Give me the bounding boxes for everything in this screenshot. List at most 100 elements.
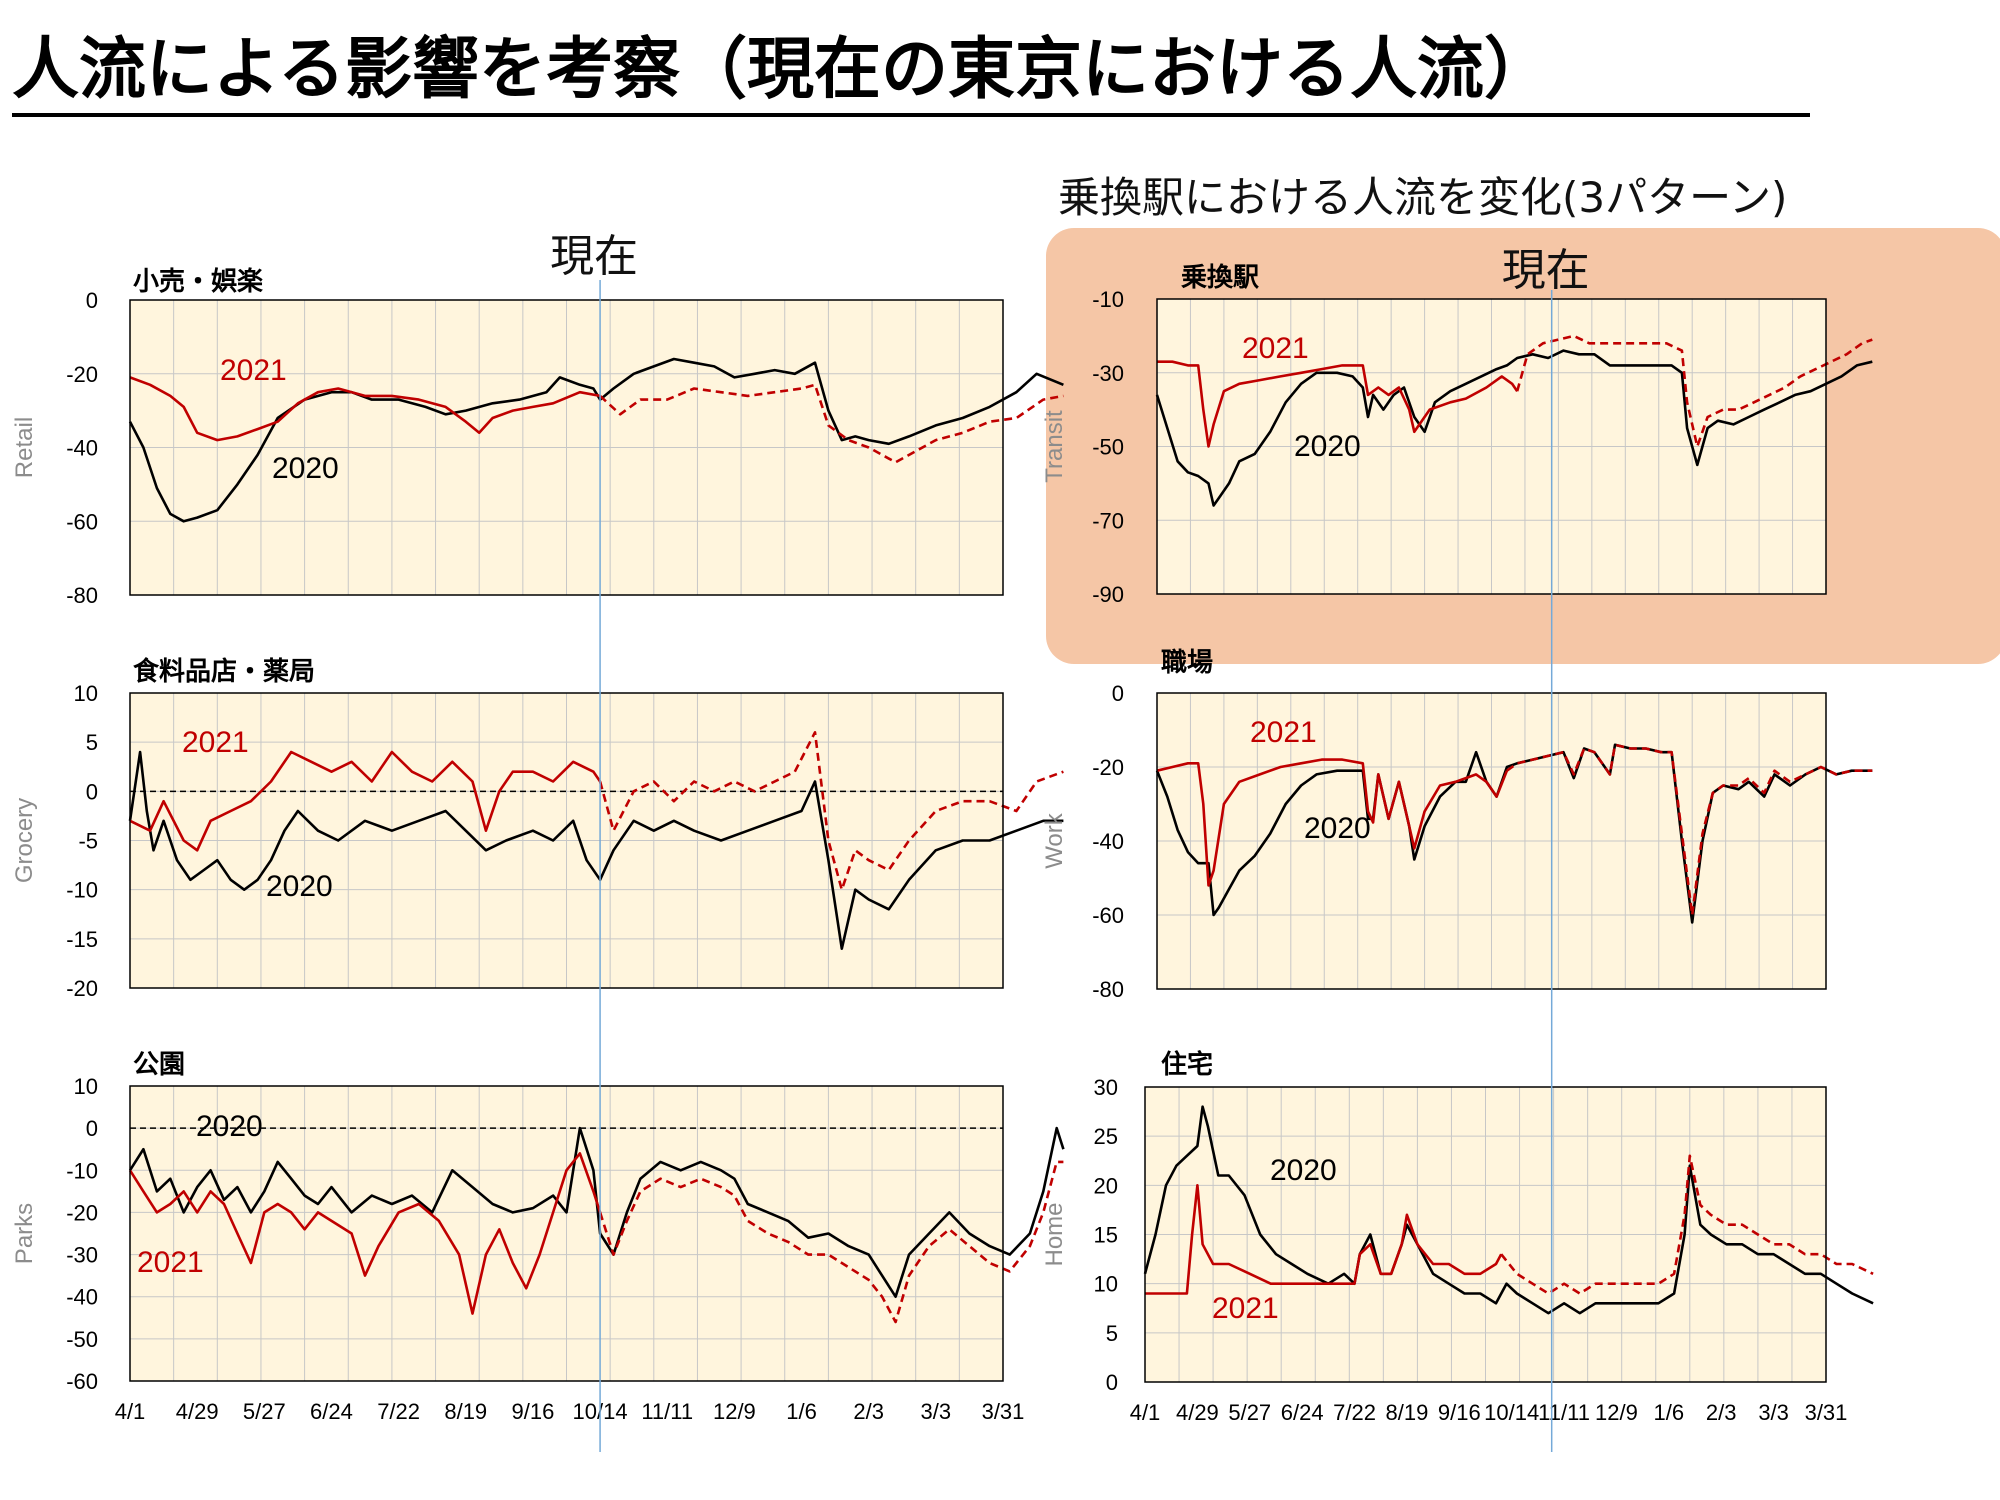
work-frame [1156,692,1827,990]
retail-label-2020: 2020 [272,452,339,485]
transit-ytick-label: -70 [1092,508,1124,533]
work-label-2020: 2020 [1304,812,1371,845]
home-xtick-label: 7/22 [1333,1400,1376,1425]
grocery-ytick-label: 5 [86,730,98,755]
transit-ytick-label: -50 [1092,435,1124,460]
work-ytick-label: -60 [1092,903,1124,928]
retail-frame [129,299,1004,596]
grocery-frame [129,692,1004,989]
transit-series-2020-line [1155,349,1873,507]
home-chart-title: 住宅 [1161,1049,1213,1080]
transit-chart-title: 乗換駅 [1181,263,1259,293]
parks-ytick-label: -60 [66,1369,98,1394]
transit-series-2021-dashed-line [1515,334,1873,448]
grocery-series-2021-line [129,750,602,852]
home-xtick-label: 4/29 [1176,1400,1219,1425]
grocery-ytick-label: -10 [66,878,98,903]
home-xtick-label: 9/16 [1438,1400,1481,1425]
retail-ytick-label: -40 [66,436,98,461]
parks-ytick-label: -50 [66,1327,98,1352]
home-ytick-label: 20 [1094,1173,1118,1198]
grocery-label-2021: 2021 [182,726,249,759]
home-xtick-label: 8/19 [1386,1400,1429,1425]
transit-note: 乗換駅における人流を変化(3パターン) [1058,173,1788,222]
work-ytick-label: -20 [1092,755,1124,780]
home-ytick-label: 5 [1106,1321,1118,1346]
work-series-2021-dashed-line [1506,743,1873,917]
grocery-series-2020-line [128,750,1064,951]
grocery-ytick-label: 10 [74,681,98,706]
retail-chart-title: 小売・娯楽 [133,267,264,297]
retail-series-2021-line [129,376,601,442]
work-ytick-label: -40 [1092,829,1124,854]
parks-xtick-label: 2/3 [853,1399,884,1424]
home-xtick-label: 3/31 [1805,1400,1848,1425]
parks-ylabel: Parks [11,1203,38,1264]
parks-ytick-label: 10 [74,1074,98,1099]
grocery-label-2020: 2020 [266,870,333,903]
transit-label-2020: 2020 [1294,430,1361,463]
home-xtick-label: 5/27 [1228,1400,1271,1425]
home-frame [1144,1086,1827,1383]
parks-ytick-label: -20 [66,1200,98,1225]
grocery-chart-title: 食料品店・薬局 [133,656,315,687]
parks-xtick-label: 8/19 [444,1399,487,1424]
home-xtick-label: 4/1 [1130,1400,1161,1425]
work-ylabel: Work [1041,812,1068,869]
parks-xtick-label: 9/16 [512,1399,555,1424]
parks-xtick-label: 3/3 [921,1399,952,1424]
home-xtick-label: 3/3 [1758,1400,1789,1425]
retail-ylabel: Retail [11,417,38,478]
parks-xtick-label: 3/31 [982,1399,1025,1424]
page-title: 人流による影響を考察（現在の東京における人流） [12,30,1551,108]
parks-series-2021-dashed-line [598,1160,1064,1324]
home-xtick-label: 12/9 [1595,1400,1638,1425]
retail-ytick-label: -80 [66,583,98,608]
parks-series-2020-line [128,1126,1065,1298]
parks-chart-title: 公園 [133,1050,185,1080]
home-label-2020: 2020 [1270,1154,1337,1187]
home-xtick-label: 10/14 [1484,1400,1539,1425]
retail-ytick-label: -60 [66,509,98,534]
home-ytick-label: 30 [1094,1075,1118,1100]
parks-frame [129,1085,1004,1382]
home-ytick-label: 10 [1094,1272,1118,1297]
work-series-2021-line [1156,758,1509,887]
parks-xtick-label: 4/1 [115,1399,146,1424]
parks-xtick-label: 6/24 [310,1399,353,1424]
home-xtick-label: 1/6 [1654,1400,1685,1425]
title-underline [12,113,1810,117]
parks-ytick-label: -10 [66,1158,98,1183]
transit-ytick-label: -10 [1092,287,1124,312]
work-ytick-label: 0 [1112,681,1124,706]
parks-ytick-label: 0 [86,1116,98,1141]
home-ylabel: Home [1041,1202,1068,1266]
parks-ytick-label: -30 [66,1243,98,1268]
retail-ytick-label: 0 [86,288,98,313]
home-xtick-label: 2/3 [1706,1400,1737,1425]
grocery-ytick-label: 0 [86,779,98,804]
grocery-ylabel: Grocery [11,798,38,883]
transit-frame [1156,298,1827,595]
home-xtick-label: 6/24 [1281,1400,1324,1425]
parks-ytick-label: -40 [66,1285,98,1310]
grocery-ytick-label: -5 [78,829,98,854]
parks-xtick-label: 5/27 [243,1399,286,1424]
home-label-2021: 2021 [1212,1292,1279,1325]
grocery-ytick-label: -20 [66,976,98,1001]
transit-ytick-label: -90 [1092,582,1124,607]
retail-series-2021-dashed-line [599,383,1064,464]
work-ytick-label: -80 [1092,977,1124,1002]
parks-label-2020: 2020 [196,1110,263,1143]
transit-ytick-label: -30 [1092,361,1124,386]
work-label-2021: 2021 [1250,716,1317,749]
parks-xtick-label: 4/29 [176,1399,219,1424]
parks-xtick-label: 11/11 [641,1399,693,1424]
grocery-ytick-label: -15 [66,927,98,952]
transit-ylabel: Transit [1041,410,1068,483]
transit-series-2021-line [1157,360,1519,448]
parks-label-2021: 2021 [137,1246,204,1279]
home-ytick-label: 25 [1094,1124,1118,1149]
home-series-2020-line [1143,1105,1874,1315]
